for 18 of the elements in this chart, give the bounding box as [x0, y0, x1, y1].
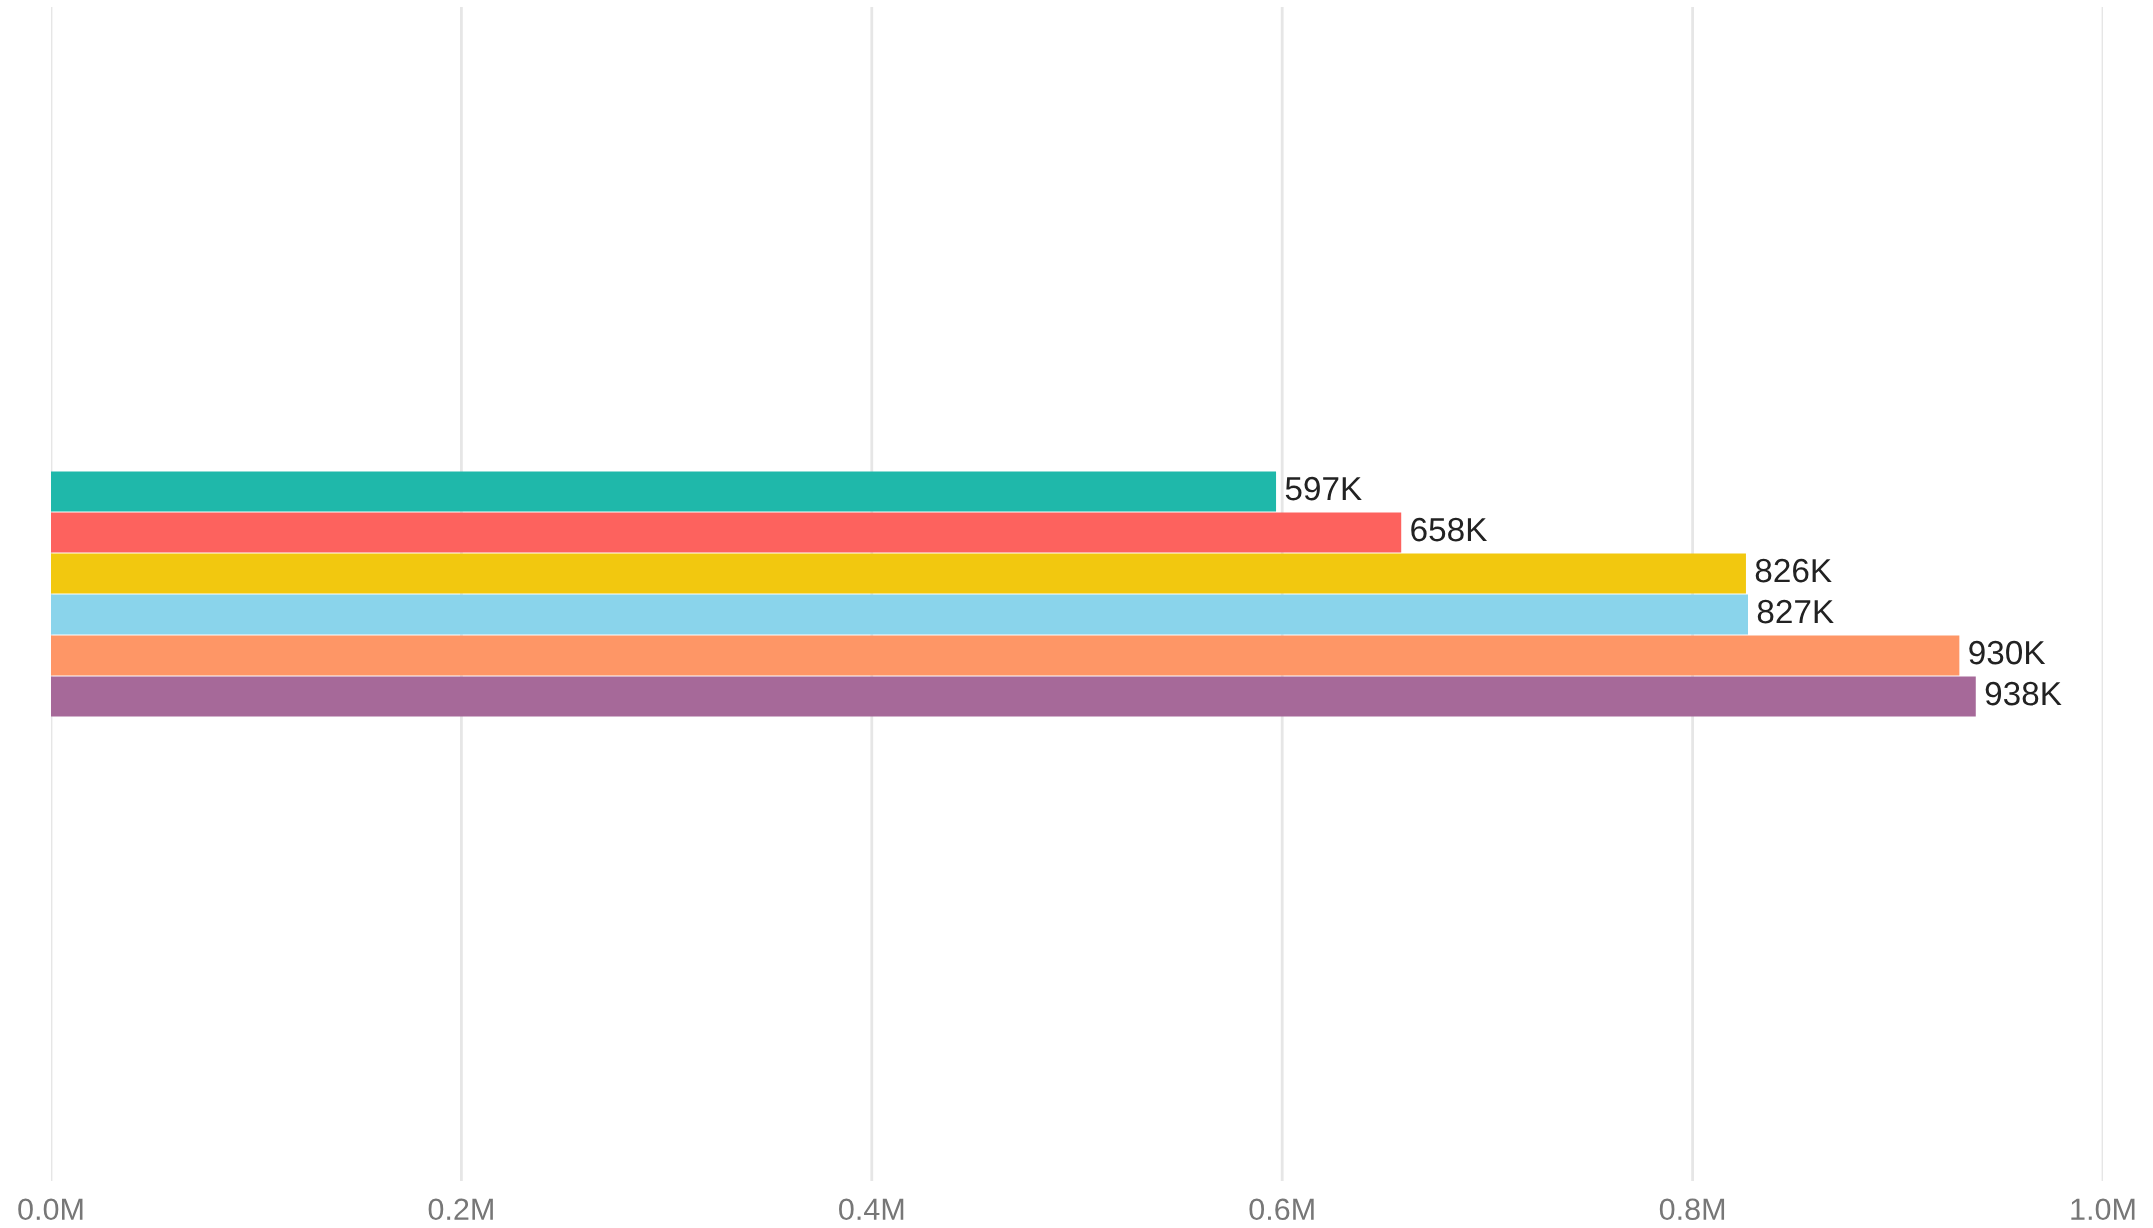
data-label: 658K	[1411, 517, 1488, 542]
x-tick-label: 0.0M	[18, 1198, 83, 1221]
bar	[51, 512, 1402, 553]
x-tick-label: 0.6M	[1249, 1198, 1314, 1221]
bar	[51, 676, 1976, 717]
data-label: 827K	[1757, 599, 1834, 624]
bar	[51, 471, 1277, 512]
bar	[51, 635, 1960, 676]
data-label: 597K	[1285, 476, 1362, 501]
x-tick-label: 1.0M	[2071, 1198, 2135, 1221]
bar	[51, 553, 1746, 594]
x-tick-label: 0.8M	[1659, 1198, 1725, 1221]
bar	[51, 594, 1748, 635]
x-tick-label: 0.4M	[839, 1198, 904, 1221]
data-label: 826K	[1755, 558, 1832, 583]
data-label: 938K	[1985, 681, 2062, 706]
x-tick-label: 0.2M	[428, 1198, 493, 1221]
data-label: 930K	[1969, 640, 2046, 665]
